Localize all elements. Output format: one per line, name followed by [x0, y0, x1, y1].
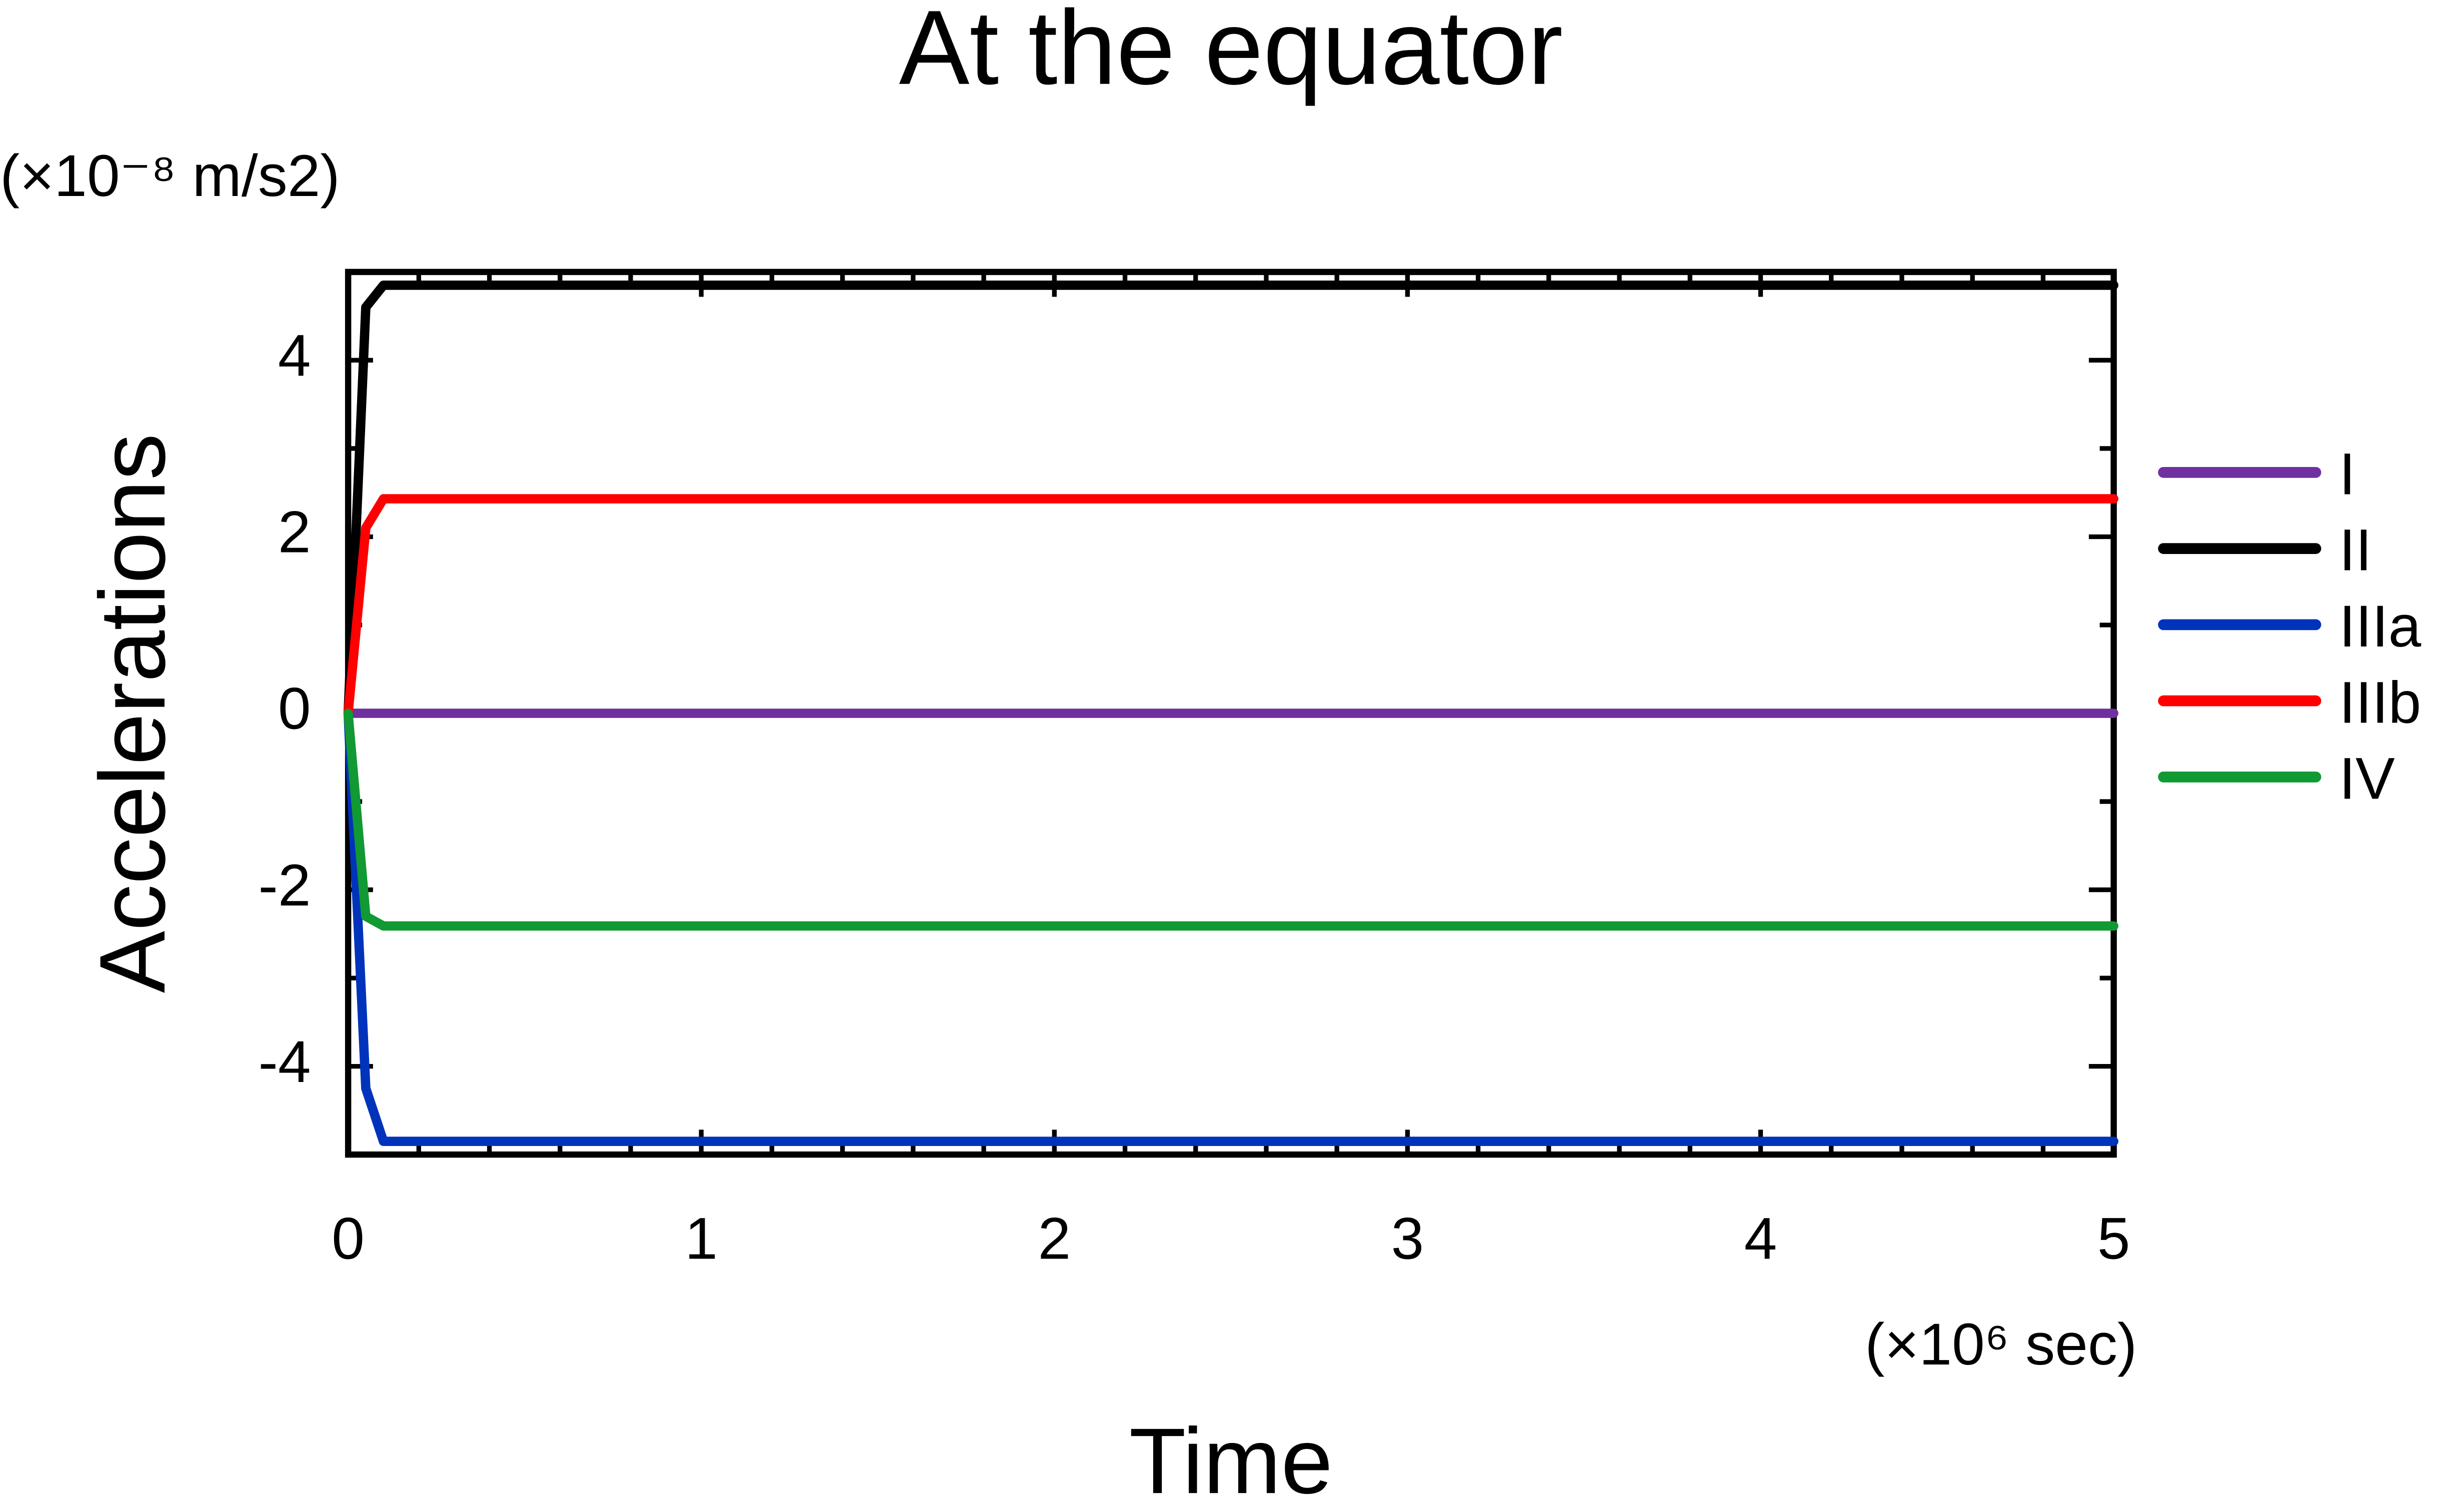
y-unit: (×10⁻⁸ m/s2): [0, 143, 340, 209]
x-tick-label: 4: [1744, 1206, 1777, 1272]
data-line: [343, 494, 2118, 718]
y-tick-label: 0: [278, 676, 311, 742]
legend-label: II: [2339, 518, 2372, 584]
x-tick-label: 2: [1038, 1206, 1071, 1272]
data-line: [343, 708, 2118, 1146]
y-tick-label: -2: [259, 852, 311, 918]
x-axis-label: Time: [1129, 1408, 1333, 1512]
y-tick-label: -4: [259, 1029, 311, 1095]
data-line: [343, 708, 2118, 931]
legend-label: IIIb: [2339, 670, 2421, 736]
legend-label: I: [2339, 441, 2355, 507]
x-tick-label: 5: [2097, 1206, 2130, 1272]
legend-label: IV: [2339, 746, 2395, 812]
y-axis-label: Accelerations: [80, 434, 185, 993]
y-tick-label: 4: [278, 323, 311, 389]
x-tick-label: 0: [332, 1206, 365, 1272]
x-tick-label: 1: [685, 1206, 718, 1272]
x-unit: (×10⁶ sec): [1865, 1312, 2137, 1378]
x-tick-label: 3: [1391, 1206, 1424, 1272]
legend-label: IIIa: [2339, 594, 2421, 660]
chart-title: At the equator: [899, 0, 1563, 106]
y-tick-label: 2: [278, 500, 311, 566]
data-line: [343, 280, 2118, 718]
